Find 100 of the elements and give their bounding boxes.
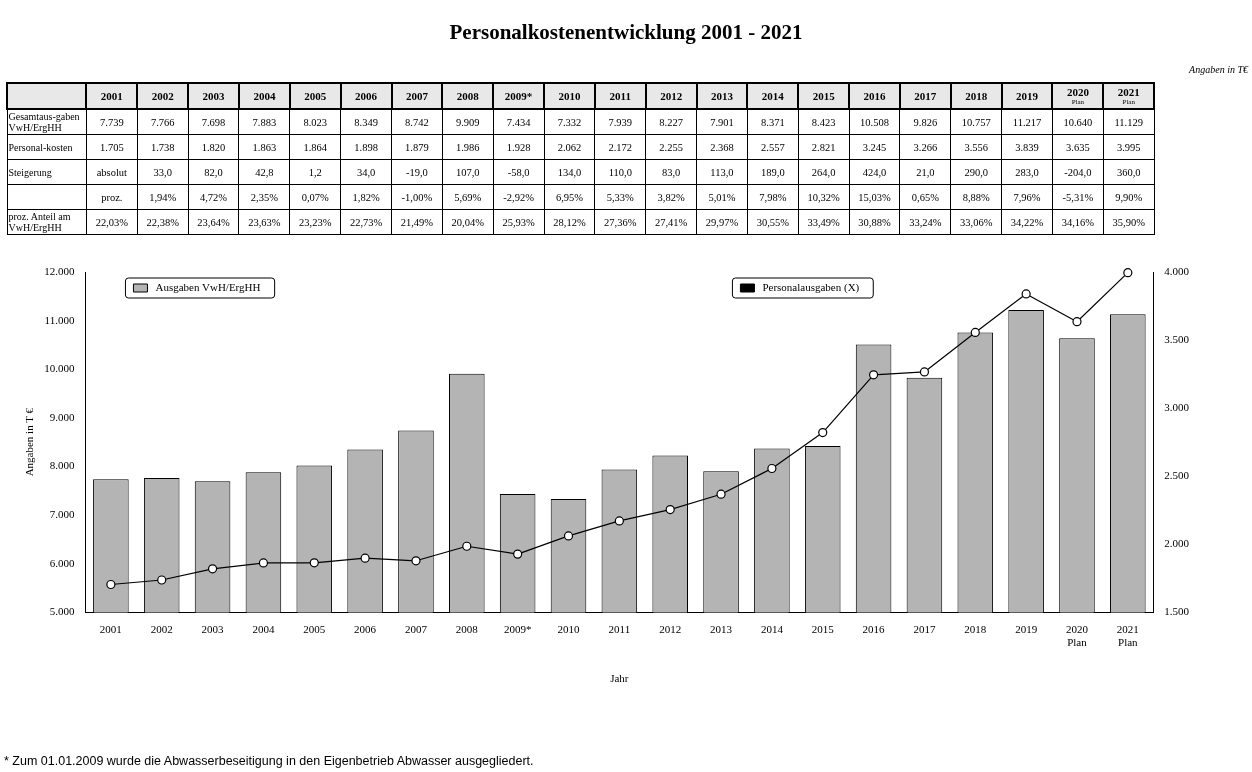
text: 33,24% [899, 209, 951, 235]
x-tick-label: 2014 [760, 622, 784, 635]
y-tick-label: 12.000 [44, 264, 75, 277]
category-label: 2001 [100, 90, 123, 102]
text: 29,97% [696, 209, 748, 235]
text: 34,16% [1052, 209, 1104, 235]
data-label: 2.172 [594, 134, 646, 160]
text: 9,90% [1103, 184, 1155, 210]
y-tick-label: 11.000 [44, 313, 75, 326]
y-tick-label: 5.000 [49, 605, 75, 618]
point [970, 327, 980, 338]
data-label: 8.349 [340, 109, 392, 135]
data-label: 7.739 [86, 109, 138, 135]
point [106, 579, 116, 590]
category-label: 2002 [151, 90, 174, 102]
text: 283,0 [1001, 159, 1053, 185]
y2-tick-label: 4.000 [1164, 264, 1190, 277]
text: -1,00% [391, 184, 443, 210]
point [157, 575, 167, 585]
text: 0,07% [289, 184, 341, 210]
text: proz. [86, 184, 138, 210]
point [513, 549, 523, 559]
category-label: 2007 [405, 90, 428, 102]
text: 110,0 [594, 159, 646, 185]
data-label: 7.939 [594, 109, 646, 135]
text: 360,0 [1103, 159, 1155, 185]
text: 290,0 [950, 159, 1002, 185]
data-label: 9.909 [442, 109, 494, 135]
text: 15,03% [849, 184, 900, 210]
data-label: 3.995 [1103, 134, 1155, 160]
data-label: 7.766 [137, 109, 189, 135]
data-label: 1.863 [238, 134, 290, 160]
text: -19,0 [391, 159, 443, 185]
text: 34,0 [340, 159, 392, 185]
data-label: 9.826 [899, 109, 951, 135]
text: 22,03% [86, 209, 138, 235]
point [411, 556, 421, 566]
legend-label: Personalausgaben (X) [762, 280, 860, 294]
category-label: 2008 [456, 90, 479, 102]
point [868, 370, 879, 380]
category-label: 2005 [304, 90, 327, 102]
data-label: 2.557 [747, 134, 799, 160]
text: Angaben in T€ [1189, 64, 1248, 75]
text: 28,12% [544, 209, 595, 235]
x-tick-label: 2007 [404, 622, 428, 635]
x-tick-label: 2017 [913, 622, 936, 635]
point [614, 516, 624, 526]
point [1072, 317, 1082, 327]
text: 42,8 [238, 159, 290, 185]
text: 7,96% [1001, 184, 1053, 210]
point [665, 505, 675, 515]
data-label: 1.928 [493, 134, 545, 160]
category-label: 2010 [558, 90, 581, 102]
data-label: 11.217 [1001, 109, 1053, 135]
point [462, 541, 472, 551]
chart-title: Personalkostenentwicklung 2001 - 2021 [448, 19, 804, 46]
x-tick-label: 2015 [811, 622, 835, 635]
text: proz. Anteil am VwH/ErgHH [7, 209, 87, 235]
category-label: 2015 [812, 90, 835, 102]
y2-tick-label: 2.000 [1164, 537, 1190, 550]
data-label: 1.864 [289, 134, 341, 160]
category-label: 2011 [609, 90, 631, 102]
x-axis-title: Jahr [610, 672, 629, 685]
data-label: 3.266 [899, 134, 951, 160]
text: 27,41% [645, 209, 697, 235]
data-label: 7.883 [238, 109, 290, 135]
text: 424,0 [849, 159, 900, 185]
data-label: 2.821 [798, 134, 850, 160]
text: 2,35% [238, 184, 290, 210]
text: -204,0 [1052, 159, 1104, 185]
text: 1,2 [289, 159, 341, 185]
point [563, 531, 574, 541]
x-tick-label: 2001 [99, 622, 122, 635]
x-tick-label: 2010 [557, 622, 580, 635]
text: 7,98% [747, 184, 799, 210]
y-tick-label: 7.000 [49, 508, 75, 521]
data-label: 8.023 [289, 109, 341, 135]
point [818, 427, 828, 438]
text: 21,49% [391, 209, 443, 235]
category-label: 2018 [965, 90, 988, 102]
data-label: 8.742 [391, 109, 443, 135]
data-label: 1.879 [391, 134, 443, 160]
y-tick-label: 10.000 [44, 362, 75, 375]
category-label: 2019 [1016, 90, 1039, 102]
text: -5,31% [1052, 184, 1104, 210]
x-tick-label: 2003 [201, 622, 225, 635]
category-label: 2013 [710, 90, 733, 102]
text: 33,0 [137, 159, 189, 185]
text: 33,49% [798, 209, 850, 235]
category-label: 2016 [863, 90, 886, 102]
text: 21,0 [899, 159, 951, 185]
text: 25,93% [493, 209, 545, 235]
point [207, 564, 218, 574]
data-label: 10.640 [1052, 109, 1104, 135]
text: 35,90% [1103, 209, 1155, 235]
x-tick-label: 2005 [303, 622, 326, 635]
text: 30,88% [849, 209, 900, 235]
data-label: 2.368 [696, 134, 748, 160]
data-label: 7.698 [188, 109, 239, 135]
text: 82,0 [188, 159, 239, 185]
